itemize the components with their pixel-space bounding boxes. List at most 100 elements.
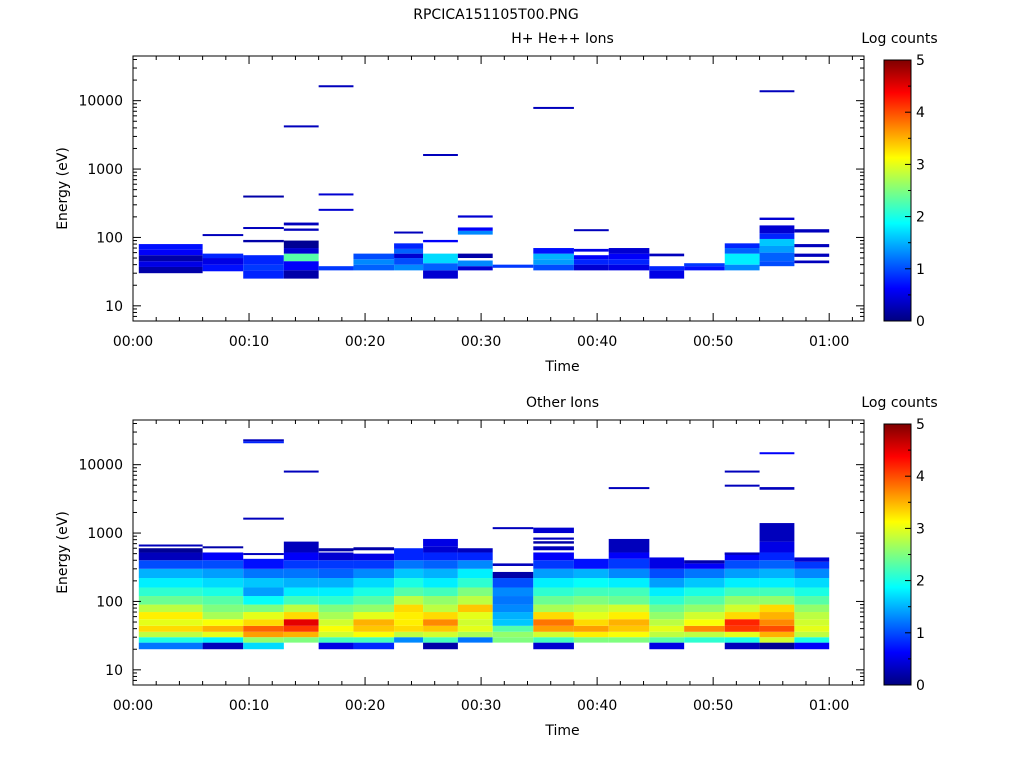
- heatmap-cell: [573, 259, 609, 265]
- heatmap-cell: [202, 546, 244, 549]
- heatmap-cell: [138, 552, 203, 561]
- heatmap-cell: [457, 552, 493, 561]
- heatmap-cell: [573, 596, 609, 605]
- heatmap-cell: [573, 248, 609, 252]
- heatmap-cell: [533, 637, 574, 643]
- heatmap-cell: [533, 106, 574, 109]
- heatmap-cell: [608, 264, 650, 271]
- heatmap-cell: [608, 625, 650, 632]
- heatmap-cell: [759, 252, 795, 262]
- heatmap-cell: [394, 612, 424, 620]
- heatmap-cell: [724, 560, 760, 569]
- heatmap-cell: [533, 596, 574, 605]
- heatmap-cell: [794, 619, 830, 626]
- heatmap-cell: [608, 604, 650, 613]
- heatmap-cell: [573, 637, 609, 643]
- heatmap-cell: [138, 625, 203, 632]
- heatmap-cell: [649, 587, 685, 597]
- heatmap-cell: [202, 631, 244, 638]
- heatmap-cell: [492, 563, 534, 566]
- heatmap-cells: [138, 85, 830, 279]
- x-axis-label: Time: [544, 723, 579, 739]
- heatmap-cell: [423, 637, 458, 643]
- heatmap-cell: [318, 568, 354, 579]
- heatmap-cell: [794, 642, 830, 650]
- heatmap-cell: [573, 604, 609, 613]
- x-tick-label: 00:00: [113, 698, 153, 714]
- heatmap-cell: [243, 619, 284, 626]
- panel-title: H+ He++ Ions: [511, 31, 614, 47]
- y-tick-label: 1000: [87, 526, 123, 542]
- heatmap-cell: [202, 604, 244, 613]
- heatmap-cell: [492, 625, 534, 632]
- heatmap-cell: [318, 604, 354, 613]
- x-tick-label: 01:00: [809, 698, 849, 714]
- heatmap-cell: [353, 642, 395, 650]
- heatmap-cell: [423, 631, 458, 638]
- heatmap-cell: [394, 258, 424, 265]
- heatmap-cell: [573, 578, 609, 588]
- heatmap-cell: [394, 604, 424, 613]
- heatmap-cell: [533, 248, 574, 254]
- heatmap-cell: [724, 243, 760, 249]
- x-tick-label: 00:10: [229, 698, 269, 714]
- y-axis-label: Energy (eV): [55, 511, 71, 594]
- x-tick-label: 00:20: [345, 698, 385, 714]
- heatmap-cell: [492, 571, 534, 579]
- heatmap-cell: [684, 560, 725, 564]
- heatmap-cell: [243, 558, 284, 569]
- colorbar-tick-label: 4: [916, 469, 925, 485]
- heatmap-cell: [423, 587, 458, 597]
- heatmap-cell: [283, 470, 319, 473]
- heatmap-cell: [684, 587, 725, 597]
- heatmap-cell: [759, 596, 795, 605]
- heatmap-cell: [243, 517, 284, 520]
- heatmap-cell: [533, 642, 574, 650]
- colorbar-label: Log counts: [861, 395, 937, 411]
- heatmap-cell: [533, 631, 574, 638]
- heatmap-cell: [608, 568, 650, 579]
- heatmap-cell: [608, 552, 650, 559]
- heatmap-cell: [724, 568, 760, 579]
- heatmap-cell: [202, 253, 244, 259]
- heatmap-cell: [283, 261, 319, 271]
- plot-frame: [132, 419, 865, 686]
- heatmap-cell: [423, 154, 458, 157]
- colorbar: 0 1 2 3 4 5 Log counts: [861, 31, 937, 330]
- heatmap-cell: [759, 625, 795, 632]
- colorbar-gradient: [883, 59, 912, 322]
- heatmap-cell: [608, 619, 650, 626]
- heatmap-cell: [353, 578, 395, 588]
- heatmap-cell: [243, 587, 284, 597]
- heatmap-cell: [318, 548, 354, 552]
- heatmap-cell: [457, 637, 493, 643]
- colorbar-label: Log counts: [861, 31, 937, 47]
- heatmap-cell: [243, 439, 284, 442]
- heatmap-cell: [283, 587, 319, 597]
- heatmap-cell: [794, 568, 830, 579]
- heatmap-cell: [533, 253, 574, 260]
- x-tick-label: 00:40: [577, 698, 617, 714]
- heatmap-cell: [794, 260, 830, 264]
- heatmap-cell: [353, 553, 395, 561]
- heatmap-cell: [684, 578, 725, 588]
- y-tick-label: 10000: [78, 94, 123, 110]
- heatmap-cell: [724, 253, 760, 265]
- heatmap-cell: [724, 470, 760, 473]
- heatmap-cell: [649, 270, 685, 279]
- heatmap-cell: [138, 560, 203, 569]
- heatmap-cell: [759, 261, 795, 267]
- y-tick-label: 100: [96, 230, 123, 246]
- colorbar-tick-label: 1: [916, 262, 925, 278]
- heatmap-cell: [283, 578, 319, 588]
- heatmap-cell: [202, 625, 244, 632]
- heatmap-cell: [649, 253, 685, 257]
- heatmap-cell: [283, 596, 319, 605]
- heatmap-cell: [533, 537, 574, 540]
- heatmap-cell: [423, 612, 458, 620]
- heatmap-cell: [318, 560, 354, 569]
- x-tick-label: 00:50: [693, 334, 733, 350]
- heatmap-cell: [573, 619, 609, 626]
- heatmap-cell: [608, 248, 650, 254]
- heatmap-cell: [724, 619, 760, 626]
